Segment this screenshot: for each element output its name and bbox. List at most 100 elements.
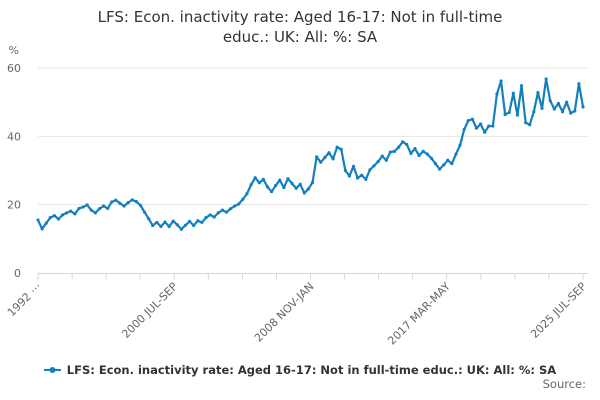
data-point-marker[interactable] — [155, 220, 159, 225]
data-point-marker[interactable] — [167, 224, 171, 229]
data-point-marker[interactable] — [351, 164, 356, 168]
data-point-marker[interactable] — [85, 203, 89, 207]
data-point-marker[interactable] — [110, 200, 114, 204]
data-point-marker[interactable] — [556, 101, 561, 106]
data-point-marker[interactable] — [134, 199, 138, 204]
data-point-marker[interactable] — [343, 168, 347, 173]
data-point-marker[interactable] — [290, 181, 294, 186]
data-point-marker[interactable] — [69, 209, 73, 213]
data-point-marker[interactable] — [458, 143, 462, 147]
data-point-marker[interactable] — [560, 110, 565, 114]
data-point-marker[interactable] — [376, 160, 380, 164]
data-point-marker[interactable] — [356, 176, 360, 180]
data-point-marker[interactable] — [372, 164, 376, 168]
data-point-marker[interactable] — [220, 208, 224, 212]
data-point-marker[interactable] — [573, 109, 577, 113]
data-point-marker[interactable] — [519, 84, 524, 88]
data-point-marker[interactable] — [306, 187, 311, 191]
data-point-marker[interactable] — [44, 221, 48, 225]
data-point-marker[interactable] — [368, 168, 372, 172]
data-point-marker[interactable] — [499, 79, 503, 83]
data-point-marker[interactable] — [142, 210, 147, 214]
data-point-marker[interactable] — [528, 123, 532, 127]
data-point-marker[interactable] — [327, 151, 331, 155]
data-point-marker[interactable] — [413, 147, 417, 151]
data-point-marker[interactable] — [65, 211, 69, 215]
data-point-marker[interactable] — [511, 91, 515, 95]
data-point-marker[interactable] — [548, 99, 552, 103]
data-point-marker[interactable] — [405, 142, 409, 147]
data-point-marker[interactable] — [151, 223, 155, 228]
data-point-marker[interactable] — [81, 205, 85, 209]
data-point-marker[interactable] — [429, 156, 433, 160]
data-point-marker[interactable] — [228, 207, 233, 211]
data-point-marker[interactable] — [339, 147, 343, 151]
data-point-marker[interactable] — [478, 122, 483, 126]
data-point-marker[interactable] — [269, 190, 274, 194]
data-point-marker[interactable] — [392, 149, 397, 153]
data-point-marker[interactable] — [524, 121, 528, 125]
data-point-marker[interactable] — [52, 214, 56, 218]
data-point-marker[interactable] — [310, 180, 315, 185]
data-point-marker[interactable] — [253, 176, 257, 180]
data-point-marker[interactable] — [294, 186, 298, 190]
data-point-marker[interactable] — [474, 126, 479, 130]
data-point-marker[interactable] — [130, 198, 134, 202]
data-point-marker[interactable] — [204, 216, 208, 220]
data-point-marker[interactable] — [126, 201, 130, 205]
data-point-marker[interactable] — [487, 124, 491, 128]
data-point-marker[interactable] — [175, 223, 179, 227]
data-point-marker[interactable] — [470, 117, 474, 121]
data-point-marker[interactable] — [97, 207, 102, 211]
data-point-marker[interactable] — [331, 157, 335, 161]
data-point-marker[interactable] — [409, 151, 413, 156]
data-point-marker[interactable] — [36, 218, 40, 222]
data-point-marker[interactable] — [552, 107, 556, 111]
data-point-marker[interactable] — [93, 211, 97, 215]
data-point-marker[interactable] — [138, 203, 143, 207]
data-point-marker[interactable] — [200, 220, 204, 225]
data-point-marker[interactable] — [122, 204, 126, 208]
data-point-marker[interactable] — [417, 153, 421, 158]
data-point-marker[interactable] — [466, 119, 470, 123]
data-point-marker[interactable] — [401, 140, 405, 144]
data-point-marker[interactable] — [48, 216, 52, 220]
data-point-marker[interactable] — [323, 155, 327, 160]
data-point-marker[interactable] — [335, 145, 339, 149]
data-point-marker[interactable] — [40, 227, 44, 231]
data-point-marker[interactable] — [298, 182, 302, 186]
data-point-marker[interactable] — [192, 223, 196, 228]
data-point-marker[interactable] — [450, 162, 454, 166]
data-point-marker[interactable] — [216, 211, 220, 215]
data-point-marker[interactable] — [183, 223, 188, 227]
data-point-marker[interactable] — [437, 167, 442, 171]
data-point-marker[interactable] — [278, 178, 282, 182]
data-point-marker[interactable] — [241, 197, 245, 201]
data-point-marker[interactable] — [319, 160, 323, 164]
data-point-marker[interactable] — [495, 92, 499, 96]
data-point-marker[interactable] — [56, 217, 61, 221]
data-point-marker[interactable] — [245, 192, 249, 196]
data-point-marker[interactable] — [237, 202, 241, 206]
data-point-marker[interactable] — [384, 158, 388, 162]
data-point-marker[interactable] — [286, 177, 290, 181]
data-point-marker[interactable] — [265, 185, 270, 189]
data-point-marker[interactable] — [147, 217, 151, 221]
data-point-marker[interactable] — [360, 173, 364, 177]
data-point-marker[interactable] — [442, 163, 446, 167]
data-point-marker[interactable] — [282, 185, 286, 190]
data-point-marker[interactable] — [114, 198, 118, 202]
data-point-marker[interactable] — [380, 154, 384, 158]
data-point-marker[interactable] — [208, 213, 212, 217]
data-point-marker[interactable] — [60, 213, 65, 217]
data-point-marker[interactable] — [425, 152, 429, 156]
data-point-marker[interactable] — [196, 219, 200, 223]
series-line[interactable] — [36, 77, 585, 231]
data-point-marker[interactable] — [179, 227, 184, 231]
data-point-marker[interactable] — [581, 105, 585, 109]
data-point-marker[interactable] — [101, 204, 106, 208]
data-point-marker[interactable] — [315, 155, 319, 159]
data-point-marker[interactable] — [163, 220, 167, 224]
data-point-marker[interactable] — [89, 208, 93, 212]
data-point-marker[interactable] — [73, 212, 77, 216]
